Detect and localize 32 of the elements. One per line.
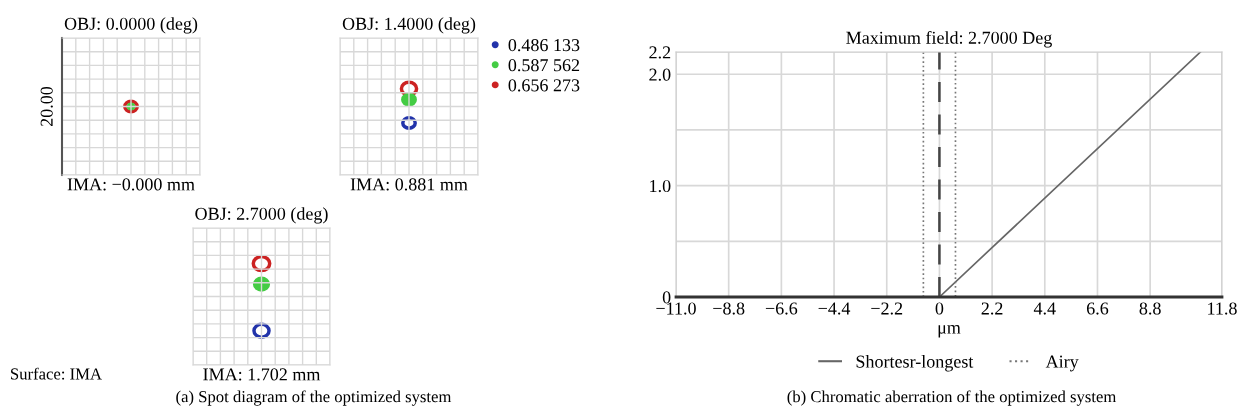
legend-label: 0.656 273	[508, 79, 580, 92]
x-tick-label: −11.0	[656, 302, 696, 315]
legend-label: 0.486 133	[508, 39, 580, 52]
legend-label: Shortesr-longest	[856, 355, 974, 372]
y-tick-label: 1.0	[650, 179, 671, 193]
x-tick-label: −2.2	[871, 302, 903, 315]
text: (b) Chromatic aberration of the optimized system	[787, 390, 1117, 406]
text: IMA: 0.881 mm	[350, 178, 468, 191]
text: OBJ: 1.4000 (deg)	[342, 17, 476, 34]
x-tick-label: −8.8	[713, 302, 745, 315]
y-tick-label: 0	[662, 291, 671, 304]
x-tick-label: 4.4	[1033, 302, 1056, 315]
x-axis-title: μm	[938, 325, 961, 338]
x-tick-label: 2.2	[981, 302, 1003, 315]
x-tick-label: 0	[935, 302, 944, 315]
text: (a) Spot diagram of the optimized system	[176, 390, 452, 406]
x-tick-label: 8.8	[1139, 302, 1161, 315]
x-tick-label: 6.6	[1086, 302, 1109, 315]
x-tick-label: 11.8	[1208, 302, 1237, 315]
chart-title: Maximum field: 2.7000 Deg	[846, 30, 1052, 48]
legend-label: 0.587 562	[508, 59, 580, 72]
text: 20.00	[40, 86, 53, 127]
text: IMA: −0.000 mm	[67, 178, 195, 191]
y-tick-label: 2.0	[649, 68, 671, 81]
legend-label: Airy	[1045, 355, 1079, 372]
text: IMA: 1.702 mm	[203, 368, 321, 381]
x-tick-label: −6.6	[765, 302, 798, 315]
x-tick-label: −4.4	[818, 302, 851, 315]
text: Surface: IMA	[11, 367, 102, 380]
y-tick-label: 2.2	[649, 46, 671, 59]
text: OBJ: 2.7000 (deg)	[195, 207, 328, 224]
text: OBJ: 0.0000 (deg)	[64, 17, 198, 34]
